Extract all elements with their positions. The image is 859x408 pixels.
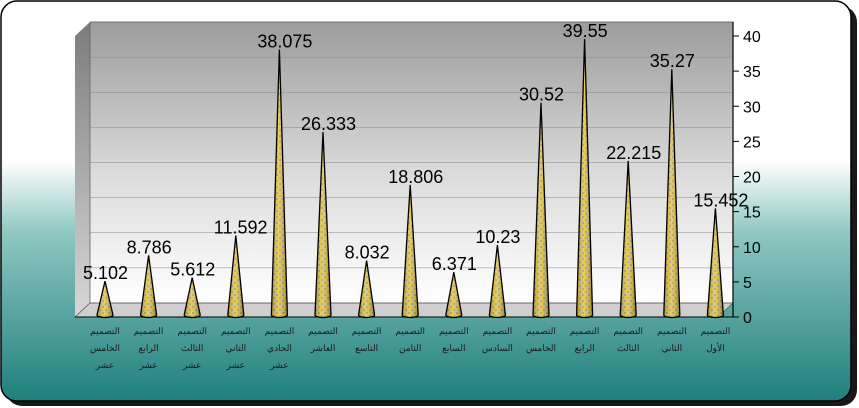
category-labels: التصميم الخامس عشر التصميم الرابع عشر التصميم ا…	[90, 326, 730, 371]
category-label: التصميم الرابع عشر	[134, 326, 164, 371]
data-label: 11.592	[214, 218, 268, 238]
data-label: 15.452	[693, 190, 748, 210]
category-label: التصميم الحادي عشر	[265, 326, 295, 371]
data-label: 38.075	[257, 32, 312, 52]
category-label: التصميم الثالث	[613, 326, 643, 353]
cone-bar	[357, 260, 376, 319]
plot-side-wall	[75, 22, 90, 317]
cone-bar	[575, 39, 594, 319]
data-label: 8.786	[127, 237, 172, 257]
category-label: التصميم الثالث عشر	[177, 326, 207, 371]
y-tick-label: 5	[743, 275, 752, 292]
cone-bar	[663, 69, 681, 319]
category-label: التصميم الأول	[701, 326, 731, 354]
data-labels: 5.102 8.786 5.612 11.592 38.075 26.333 8.032 18…	[83, 21, 748, 283]
y-tick-label: 25	[743, 134, 761, 151]
data-label: 5.612	[170, 260, 215, 280]
y-tick-label: 40	[743, 29, 761, 46]
data-label: 39.55	[563, 21, 608, 41]
category-label: التصميم الرابع	[570, 326, 600, 354]
category-label: التصميم العاشر	[308, 326, 338, 354]
data-label: 30.52	[519, 85, 564, 105]
cone-bar	[619, 160, 637, 319]
cone-series	[96, 39, 725, 319]
cone-bar	[401, 184, 419, 319]
y-tick-label: 30	[743, 99, 761, 116]
category-label: التصميم السادس	[482, 326, 513, 354]
cone-bar	[183, 277, 201, 319]
cone-bar	[488, 245, 507, 319]
data-label: 35.27	[650, 51, 695, 71]
cone-bar	[96, 281, 114, 319]
y-tick-label: 0	[743, 310, 752, 327]
y-axis: 0 5 10 15 20 25 30 35 40	[732, 22, 761, 327]
category-label: التصميم السابع	[439, 326, 469, 354]
cone-bar	[532, 102, 550, 319]
y-tick-label: 10	[743, 240, 761, 257]
cone-bar	[706, 208, 725, 319]
data-label: 18.806	[388, 167, 443, 187]
data-label: 10.23	[475, 227, 520, 247]
cone-bar	[314, 131, 332, 319]
data-label: 6.371	[432, 254, 477, 274]
category-label: التصميم الثاني	[657, 326, 687, 353]
category-label: التصميم الخامس	[526, 326, 556, 354]
data-label: 26.333	[301, 114, 356, 134]
y-tick-label: 35	[743, 64, 761, 81]
category-label: التصميم الثامن	[395, 326, 425, 354]
cone-bar	[445, 272, 463, 319]
y-tick-label: 20	[743, 170, 761, 187]
cone-bar	[270, 49, 289, 319]
category-label: التصميم الخامس عشر	[90, 326, 120, 371]
y-tick-label: 15	[743, 205, 761, 222]
category-label: التصميم التاسع	[352, 326, 382, 354]
category-label: التصميم الثاني عشر	[221, 326, 251, 371]
data-label: 22.215	[606, 143, 661, 163]
data-label: 5.102	[83, 263, 128, 283]
cone-bar	[139, 255, 158, 319]
data-label: 8.032	[345, 243, 390, 263]
cone-bar	[227, 235, 245, 319]
